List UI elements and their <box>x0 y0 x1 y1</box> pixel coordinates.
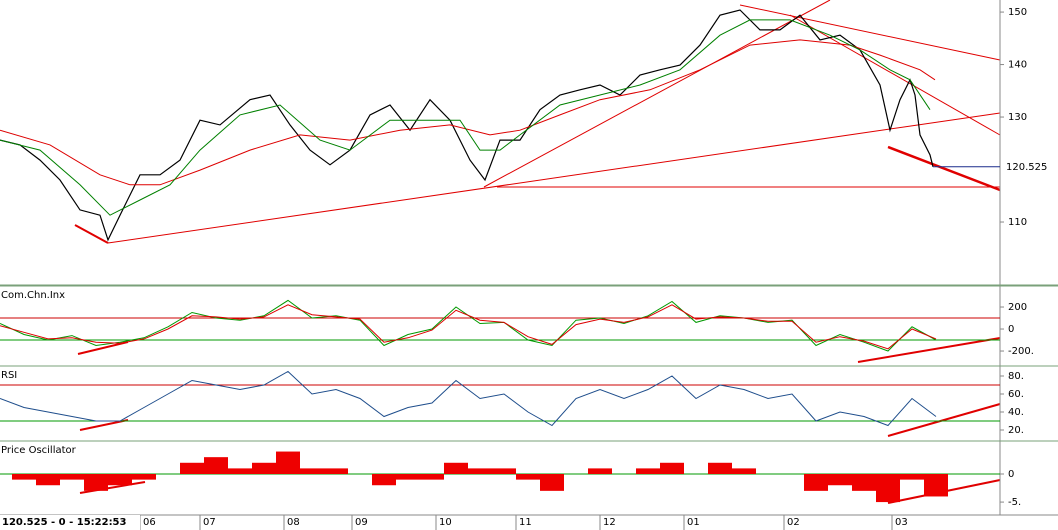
oscillator-bar <box>828 474 852 486</box>
oscillator-bar <box>12 474 36 480</box>
y-tick-label: 0 <box>1008 324 1014 335</box>
x-tick-label: 01 <box>687 517 700 528</box>
oscillator-bar <box>588 468 612 475</box>
series-line <box>0 19 931 216</box>
oscillator-bar <box>60 474 84 480</box>
oscillator-bar <box>204 457 228 475</box>
oscillator-bar <box>108 474 132 486</box>
trendline <box>739 4 1001 61</box>
y-tick-label: 150 <box>1008 7 1027 18</box>
panel-title: Com.Chn.Inx <box>1 290 65 301</box>
oscillator-bar <box>540 474 564 491</box>
oscillator-bar <box>420 474 444 480</box>
oscillator-bar <box>732 468 756 475</box>
oscillator-bar <box>36 474 60 486</box>
oscillator-bar <box>228 468 252 475</box>
x-tick-label: 10 <box>439 517 452 528</box>
oscillator-bar <box>252 462 276 475</box>
trendline <box>857 337 1001 363</box>
trendline <box>79 419 129 431</box>
status-box <box>0 515 140 530</box>
trendline <box>79 481 146 494</box>
oscillator-bar <box>852 474 876 491</box>
y-tick-label: 140 <box>1008 60 1027 71</box>
y-tick-label: -200. <box>1008 346 1034 357</box>
series-line <box>0 9 934 242</box>
trendline <box>77 341 129 355</box>
y-tick-label: 20. <box>1008 425 1024 436</box>
x-tick-label: 02 <box>787 517 800 528</box>
trendline <box>887 403 1001 437</box>
series-line <box>0 304 937 350</box>
oscillator-bar <box>300 468 324 475</box>
oscillator-bar <box>636 468 660 475</box>
y-tick-label: -5. <box>1008 497 1021 508</box>
oscillator-bar <box>924 474 948 497</box>
oscillator-bar <box>444 462 468 475</box>
y-tick-label: 200 <box>1008 302 1027 313</box>
y-tick-label: 110 <box>1008 217 1027 228</box>
x-tick-label: 06 <box>143 517 156 528</box>
oscillator-bar <box>84 474 108 491</box>
trendline <box>483 0 831 188</box>
oscillator-bar <box>468 468 492 475</box>
last-value-label: 120.525 <box>1006 162 1047 173</box>
series-line <box>0 39 936 186</box>
trendline <box>789 14 1001 136</box>
panel-title: RSI <box>1 370 17 381</box>
series-line <box>0 370 937 427</box>
y-tick-label: 0 <box>1008 469 1014 480</box>
x-tick-label: 07 <box>203 517 216 528</box>
oscillator-bar <box>372 474 396 486</box>
y-tick-label: 80. <box>1008 371 1024 382</box>
y-tick-label: 130 <box>1008 112 1027 123</box>
y-tick-label: 60. <box>1008 389 1024 400</box>
trendline <box>107 112 1001 244</box>
status-text: 120.525 - 0 - 15:22:53 <box>2 517 127 528</box>
x-tick-label: 03 <box>895 517 908 528</box>
x-tick-label: 12 <box>603 517 616 528</box>
trendline <box>887 145 1001 192</box>
trendline <box>74 224 109 244</box>
oscillator-bar <box>660 462 684 475</box>
oscillator-bar <box>516 474 540 480</box>
oscillator-bar <box>708 462 732 475</box>
oscillator-bar <box>876 474 900 503</box>
oscillator-bar <box>804 474 828 491</box>
panel-title: Price Oscillator <box>1 445 77 456</box>
oscillator-bar <box>492 468 516 475</box>
x-tick-label: 08 <box>287 517 300 528</box>
oscillator-bar <box>324 468 348 475</box>
oscillator-bar <box>276 451 300 475</box>
oscillator-bar <box>900 474 924 480</box>
oscillator-bar <box>396 474 420 480</box>
x-tick-label: 09 <box>355 517 368 528</box>
x-tick-label: 11 <box>519 517 532 528</box>
oscillator-bar <box>132 474 156 480</box>
y-tick-label: 40. <box>1008 407 1024 418</box>
oscillator-bar <box>180 462 204 475</box>
